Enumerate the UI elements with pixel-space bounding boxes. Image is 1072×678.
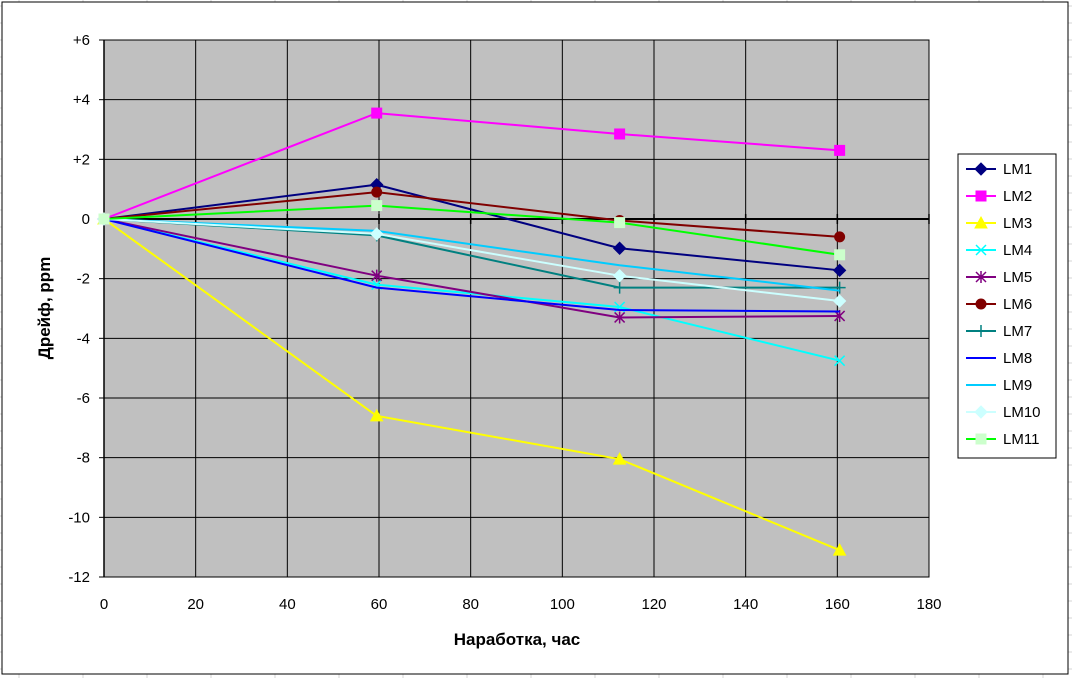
y-tick-label: -12 — [68, 569, 90, 586]
data-point — [612, 452, 627, 465]
y-tick-label: -2 — [77, 271, 90, 288]
legend-label: LM9 — [1003, 377, 1032, 394]
legend-item-lm1: LM1 — [966, 161, 1032, 178]
x-tick-label: 160 — [825, 596, 850, 613]
data-point — [832, 294, 847, 308]
legend-item-lm9: LM9 — [966, 377, 1032, 394]
legend-marker — [975, 244, 987, 256]
y-tick-label: +2 — [73, 151, 90, 168]
legend-label: LM11 — [1003, 431, 1039, 448]
data-point — [371, 186, 383, 198]
legend-marker — [974, 405, 988, 419]
x-tick-label: 140 — [733, 596, 758, 613]
x-tick-label: 40 — [279, 596, 296, 613]
data-point — [612, 268, 627, 283]
legend-item-lm5: LM5 — [966, 269, 1032, 286]
data-point — [98, 213, 110, 225]
data-point — [371, 107, 383, 119]
y-tick-label: -8 — [77, 450, 90, 467]
data-point — [612, 241, 627, 255]
series-line — [103, 112, 840, 220]
legend-item-lm6: LM6 — [966, 296, 1032, 313]
series-line — [103, 218, 841, 552]
y-tick-label: 0 — [82, 211, 90, 228]
legend-item-lm10: LM10 — [966, 404, 1041, 421]
legend-label: LM3 — [1003, 215, 1032, 232]
plot-area — [104, 40, 929, 577]
series-line — [103, 191, 840, 238]
x-tick-label: 60 — [371, 596, 388, 613]
data-point — [834, 249, 846, 261]
y-tick-label: -6 — [77, 390, 90, 407]
data-point — [834, 231, 846, 243]
series-lm8 — [103, 218, 840, 313]
series-line — [103, 218, 840, 292]
legend-item-lm4: LM4 — [966, 242, 1032, 259]
data-point — [834, 355, 846, 367]
legend-item-lm3: LM3 — [966, 215, 1032, 232]
series-lines — [97, 107, 847, 556]
legend-label: LM8 — [1003, 350, 1032, 367]
data-point — [371, 269, 383, 282]
y-axis-title: Дрейф, ppm — [35, 257, 54, 360]
series-lm3 — [97, 211, 847, 556]
legend-marker — [974, 215, 988, 229]
series-line — [103, 218, 840, 313]
legend-marker — [975, 433, 987, 445]
data-point — [614, 311, 626, 324]
legend-label: LM10 — [1003, 404, 1041, 421]
y-tick-label: -4 — [77, 330, 90, 347]
data-point — [371, 200, 383, 212]
legend-label: LM7 — [1003, 323, 1032, 340]
data-point — [614, 217, 626, 229]
data-point — [834, 144, 846, 156]
axes — [99, 39, 930, 578]
legend-marker — [975, 298, 987, 310]
data-point — [833, 281, 846, 294]
legend-label: LM5 — [1003, 269, 1032, 286]
x-tick-label: 180 — [916, 596, 941, 613]
legend-marker — [975, 325, 987, 337]
y-tick-label: +4 — [73, 92, 90, 109]
series-line — [103, 218, 840, 319]
legend-label: LM1 — [1003, 161, 1032, 178]
y-tick-label: -10 — [68, 509, 90, 526]
y-tick-label: +6 — [73, 32, 90, 49]
series-line — [103, 218, 840, 303]
legend-label: LM6 — [1003, 296, 1032, 313]
legend-label: LM2 — [1003, 188, 1032, 205]
series-line — [103, 204, 840, 256]
tick-labels: 0 20 40 60 80 100 120 140 160 180 +6 +4 +2 0 -2 -4 -6 -8 -… — [68, 32, 941, 613]
legend-item-lm8: LM8 — [966, 350, 1032, 367]
x-tick-label: 20 — [187, 596, 204, 613]
legend-marker — [974, 162, 988, 176]
legend-item-lm2: LM2 — [966, 188, 1032, 205]
data-point — [832, 543, 847, 556]
x-tick-label: 100 — [550, 596, 575, 613]
series-lm9 — [103, 218, 840, 292]
legend-marker — [975, 190, 987, 202]
x-axis-title: Наработка, час — [454, 630, 581, 649]
x-tick-label: 120 — [641, 596, 666, 613]
legend-box — [957, 153, 1057, 459]
data-point — [832, 263, 847, 278]
data-point — [613, 281, 626, 294]
legend-item-lm7: LM7 — [966, 323, 1032, 340]
data-point — [834, 309, 846, 322]
x-tick-label: 0 — [100, 596, 108, 613]
legend-marker — [975, 271, 987, 283]
legend-label: LM4 — [1003, 242, 1032, 259]
data-point — [614, 128, 626, 140]
legend-item-lm11: LM11 — [966, 431, 1039, 448]
data-point — [369, 408, 384, 422]
legend: LM1 LM2 LM3 LM4 LM5 LM6 LM7 LM8 LM9 LM10 LM11 — [957, 153, 1057, 459]
series-line — [103, 183, 840, 272]
x-tick-label: 80 — [462, 596, 479, 613]
series-lm11 — [98, 200, 846, 261]
data-point — [370, 227, 384, 241]
